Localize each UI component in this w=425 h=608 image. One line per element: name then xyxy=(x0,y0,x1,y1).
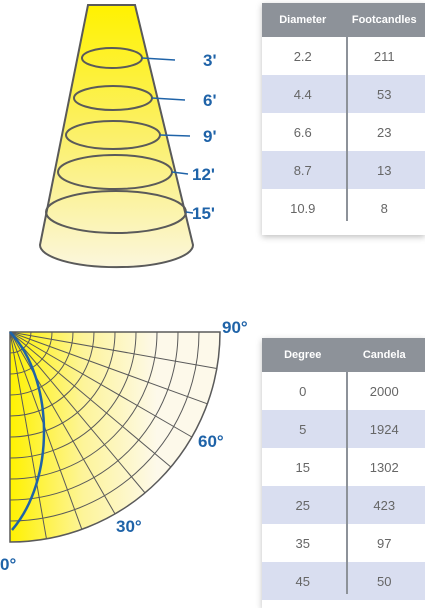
distance-label: 12' xyxy=(192,165,215,184)
table-cell: 10.9 xyxy=(262,201,344,216)
table-cell: 13 xyxy=(344,163,425,178)
distance-label: 6' xyxy=(203,91,217,110)
table-cell: 4.4 xyxy=(262,87,344,102)
table-cell: 15 xyxy=(262,460,344,475)
angle-label: 90° xyxy=(222,318,248,337)
table-cell: 0 xyxy=(262,384,344,399)
table-cell: 97 xyxy=(344,536,425,551)
table-cell: 2000 xyxy=(344,384,425,399)
distance-label: 3' xyxy=(203,51,217,70)
table-cell: 53 xyxy=(344,87,425,102)
table-cell: 8 xyxy=(344,201,425,216)
table-cell: 45 xyxy=(262,574,344,589)
table-cell: 5 xyxy=(262,422,344,437)
angle-label: 60° xyxy=(198,432,224,451)
polar-grid xyxy=(10,332,220,542)
table-cell: Degree xyxy=(262,349,344,361)
cone xyxy=(40,5,193,267)
column-divider xyxy=(346,37,348,221)
column-divider xyxy=(346,372,348,594)
angle-label: 30° xyxy=(116,517,142,536)
table-cell: 1924 xyxy=(344,422,425,437)
table-cell: Candela xyxy=(344,349,425,361)
table-cell: 35 xyxy=(262,536,344,551)
table-cell: 25 xyxy=(262,498,344,513)
table-cell: 50 xyxy=(344,574,425,589)
page: 3' 6' 9' 12' 15' 90° 60° 30° 0° Diameter… xyxy=(0,0,425,606)
table-cell: 23 xyxy=(344,125,425,140)
distance-label: 9' xyxy=(203,127,217,146)
table-cell: 423 xyxy=(344,498,425,513)
table-cell: 2.2 xyxy=(262,49,344,64)
table-cell: 211 xyxy=(344,49,425,64)
angle-label: 0° xyxy=(0,555,16,574)
table-cell: Footcandles xyxy=(344,14,425,26)
distance-label: 15' xyxy=(192,204,215,223)
table-cell: 1302 xyxy=(344,460,425,475)
cone-labels: 3' 6' 9' 12' 15' xyxy=(192,51,217,223)
table-cell: Diameter xyxy=(262,14,344,26)
table-cell: 8.7 xyxy=(262,163,344,178)
table-cell: 6.6 xyxy=(262,125,344,140)
